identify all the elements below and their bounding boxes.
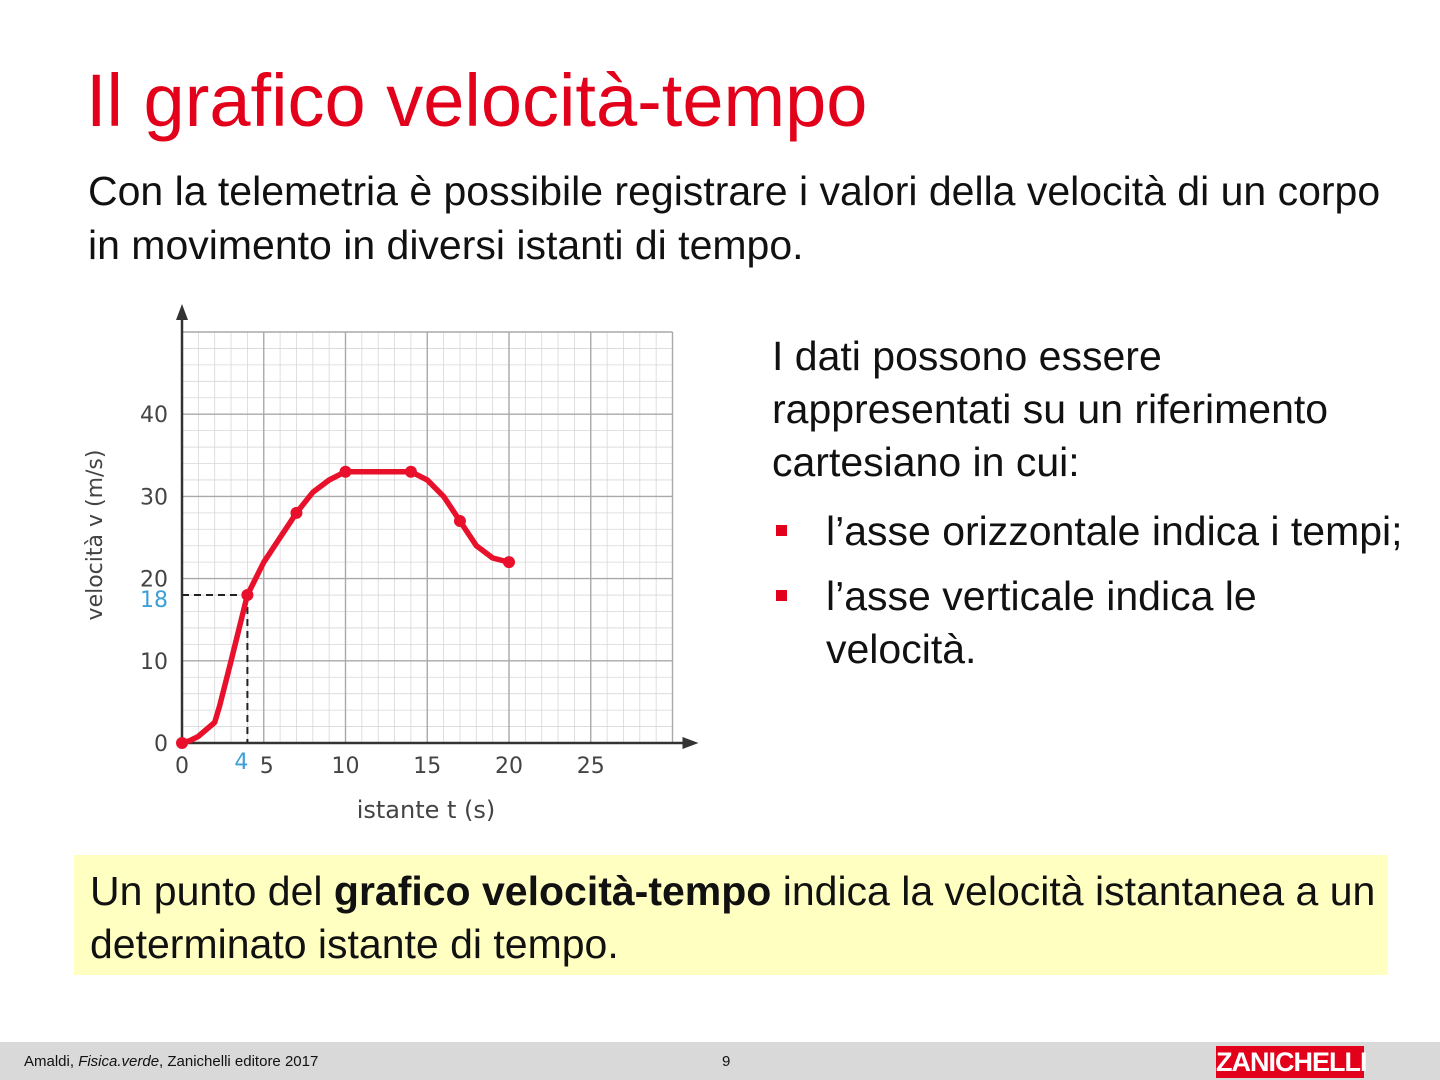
callout-text-start: Un punto del bbox=[90, 868, 334, 914]
y-tick-label: 40 bbox=[140, 403, 168, 428]
y-tick-label: 30 bbox=[140, 485, 168, 510]
footer-source: Amaldi, Fisica.verde, Zanichelli editore… bbox=[24, 1053, 318, 1070]
square-bullet-icon bbox=[776, 525, 787, 536]
publisher-logo: ZANICHELLI bbox=[1216, 1046, 1367, 1078]
side-text: I dati possono essere rappresentati su u… bbox=[772, 333, 1329, 485]
bullet-list: l’asse orizzontale indica i tempi; l’ass… bbox=[772, 505, 1412, 676]
x-tick-label: 0 bbox=[175, 754, 189, 779]
y-axis-label: velocità v (m/s) bbox=[83, 450, 108, 621]
data-point bbox=[404, 465, 417, 478]
y-tick-label: 0 bbox=[154, 732, 168, 757]
y-tick-label: 10 bbox=[140, 650, 168, 675]
square-bullet-icon bbox=[776, 590, 787, 601]
footer-publisher: , Zanichelli editore 2017 bbox=[159, 1053, 319, 1070]
data-point bbox=[339, 465, 352, 478]
data-point bbox=[241, 589, 254, 602]
x-tick-label: 20 bbox=[495, 754, 523, 779]
footer-bar: Amaldi, Fisica.verde, Zanichelli editore… bbox=[0, 1042, 1440, 1080]
y-tick-label: 20 bbox=[140, 568, 168, 593]
grid-major-lines bbox=[181, 331, 674, 744]
slide-title: Il grafico velocità-tempo bbox=[86, 59, 868, 142]
footer-author: Amaldi, bbox=[24, 1053, 79, 1070]
chart-axes bbox=[176, 304, 699, 749]
x-tick-label: 10 bbox=[332, 754, 360, 779]
velocity-curve bbox=[179, 468, 512, 746]
bullet-text: l’asse orizzontale indica i tempi; bbox=[826, 508, 1403, 554]
data-point bbox=[176, 737, 188, 749]
tick-labels: 0 5 10 15 20 25 0 10 20 30 40 bbox=[140, 403, 605, 779]
series-group bbox=[176, 465, 515, 749]
bullet-text: l’asse verticale indica le velocità. bbox=[826, 573, 1257, 672]
x-tick-label: 5 bbox=[260, 754, 274, 779]
callout-text-bold: grafico velocità-tempo bbox=[333, 868, 772, 914]
x-tick-label: 15 bbox=[413, 754, 441, 779]
intro-text: Con la telemetria è possibile registrare… bbox=[88, 168, 1381, 268]
highlight-x-label: 4 bbox=[234, 750, 248, 775]
x-axis-arrow-icon bbox=[682, 737, 699, 749]
x-axis-label: istante t (s) bbox=[357, 796, 496, 824]
y-axis-arrow-icon bbox=[176, 304, 188, 320]
callout-text-end: indica la velocità istantanea a un deter… bbox=[90, 868, 1376, 967]
bullet-item-vertical-axis: l’asse verticale indica le velocità. bbox=[772, 570, 1412, 676]
data-point bbox=[290, 506, 303, 519]
page-number: 9 bbox=[722, 1053, 731, 1070]
bullet-item-horizontal-axis: l’asse orizzontale indica i tempi; bbox=[772, 505, 1412, 558]
side-panel: I dati possono essere rappresentati su u… bbox=[772, 330, 1412, 688]
highlight-guides: 4 18 bbox=[140, 588, 249, 775]
data-point bbox=[503, 556, 515, 569]
definition-callout: Un punto del grafico velocità-tempo indi… bbox=[74, 855, 1388, 975]
highlight-y-label: 18 bbox=[140, 588, 168, 613]
x-tick-label: 25 bbox=[577, 754, 605, 779]
velocity-time-chart: 0 5 10 15 20 25 0 10 20 30 40 4 18 istante t (s) ve… bbox=[83, 304, 699, 824]
footer-book-title: Fisica.verde bbox=[78, 1053, 160, 1070]
data-point bbox=[453, 515, 466, 528]
